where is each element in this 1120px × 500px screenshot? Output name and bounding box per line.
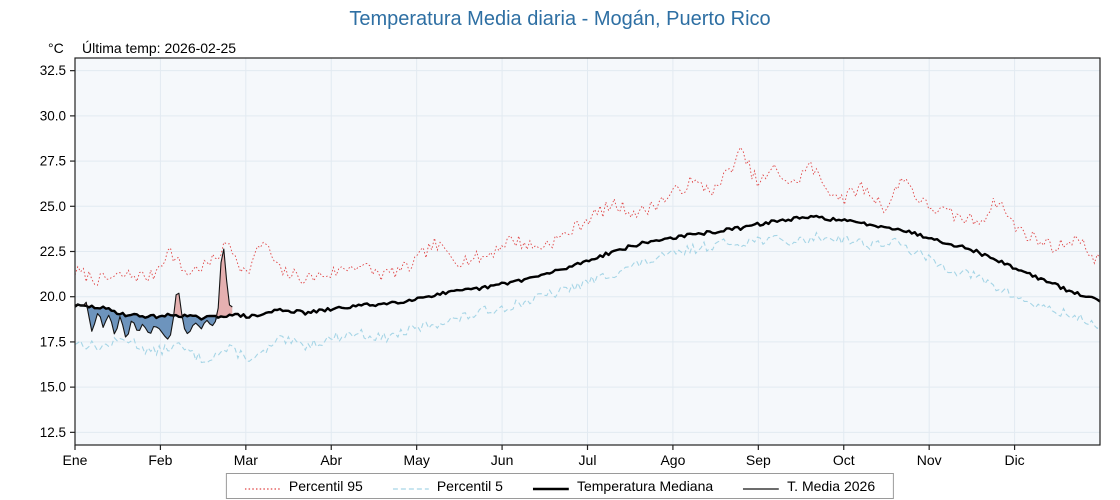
svg-text:32.5: 32.5 bbox=[40, 63, 66, 78]
legend-label-p95: Percentil 95 bbox=[288, 478, 363, 494]
y-unit-label: °C bbox=[48, 40, 64, 56]
series-t-media-2026 bbox=[74, 248, 233, 340]
legend-item-p5: Percentil 5 bbox=[392, 478, 503, 494]
legend-label-t2026: T. Media 2026 bbox=[787, 478, 876, 494]
legend-sample-p5 bbox=[392, 481, 429, 491]
gridlines bbox=[75, 58, 1100, 445]
plot-svg: Ene Feb Mar Abr May Jun Jul Ago Sep Oct Nov Dic 12.5… bbox=[40, 57, 1101, 468]
legend-sample-median bbox=[532, 481, 569, 491]
legend-item-median: Temperatura Mediana bbox=[532, 478, 714, 494]
plot-area: Ene Feb Mar Abr May Jun Jul Ago Sep Oct Nov Dic 12.5… bbox=[0, 56, 1120, 475]
legend-item-p95: Percentil 95 bbox=[244, 478, 363, 494]
svg-text:Oct: Oct bbox=[833, 452, 855, 468]
svg-text:Mar: Mar bbox=[234, 452, 258, 468]
series-mediana bbox=[74, 214, 1101, 321]
series-percentil-5 bbox=[74, 231, 1101, 364]
svg-text:Abr: Abr bbox=[320, 452, 342, 468]
svg-text:27.5: 27.5 bbox=[40, 154, 66, 169]
svg-text:17.5: 17.5 bbox=[40, 334, 66, 349]
svg-text:Jun: Jun bbox=[491, 452, 514, 468]
legend-sample-p95 bbox=[244, 481, 281, 491]
svg-text:Feb: Feb bbox=[148, 452, 172, 468]
svg-text:12.5: 12.5 bbox=[40, 425, 66, 440]
svg-text:May: May bbox=[403, 452, 429, 468]
fill-below-median bbox=[75, 304, 233, 340]
last-temp-label: Última temp: 2026-02-25 bbox=[82, 40, 237, 56]
svg-text:30.0: 30.0 bbox=[40, 108, 66, 123]
svg-text:Sep: Sep bbox=[746, 452, 771, 468]
y-axis-labels: 12.5 15.0 17.5 20.0 22.5 25.0 27.5 30.0 32.5 bbox=[40, 63, 66, 440]
svg-text:Jul: Jul bbox=[579, 452, 597, 468]
svg-text:Nov: Nov bbox=[917, 452, 942, 468]
svg-text:15.0: 15.0 bbox=[40, 380, 66, 395]
svg-text:Ene: Ene bbox=[63, 452, 88, 468]
svg-text:25.0: 25.0 bbox=[40, 199, 66, 214]
svg-text:Ago: Ago bbox=[660, 452, 685, 468]
legend-sample-t2026 bbox=[743, 481, 780, 491]
svg-text:Dic: Dic bbox=[1004, 452, 1024, 468]
legend-item-t2026: T. Media 2026 bbox=[743, 478, 875, 494]
chart-title: Temperatura Media diaria - Mogán, Puerto… bbox=[349, 8, 771, 30]
x-axis-labels: Ene Feb Mar Abr May Jun Jul Ago Sep Oct Nov Dic bbox=[63, 452, 1025, 468]
tick-marks bbox=[70, 70, 1016, 450]
legend-label-median: Temperatura Mediana bbox=[576, 478, 714, 494]
svg-text:22.5: 22.5 bbox=[40, 244, 66, 259]
legend: Percentil 95 Percentil 5 Temperatura Med… bbox=[225, 473, 895, 499]
legend-label-p5: Percentil 5 bbox=[436, 478, 503, 494]
subtitle-row: °C Última temp: 2026-02-25 bbox=[0, 40, 1120, 58]
svg-text:20.0: 20.0 bbox=[40, 289, 66, 304]
